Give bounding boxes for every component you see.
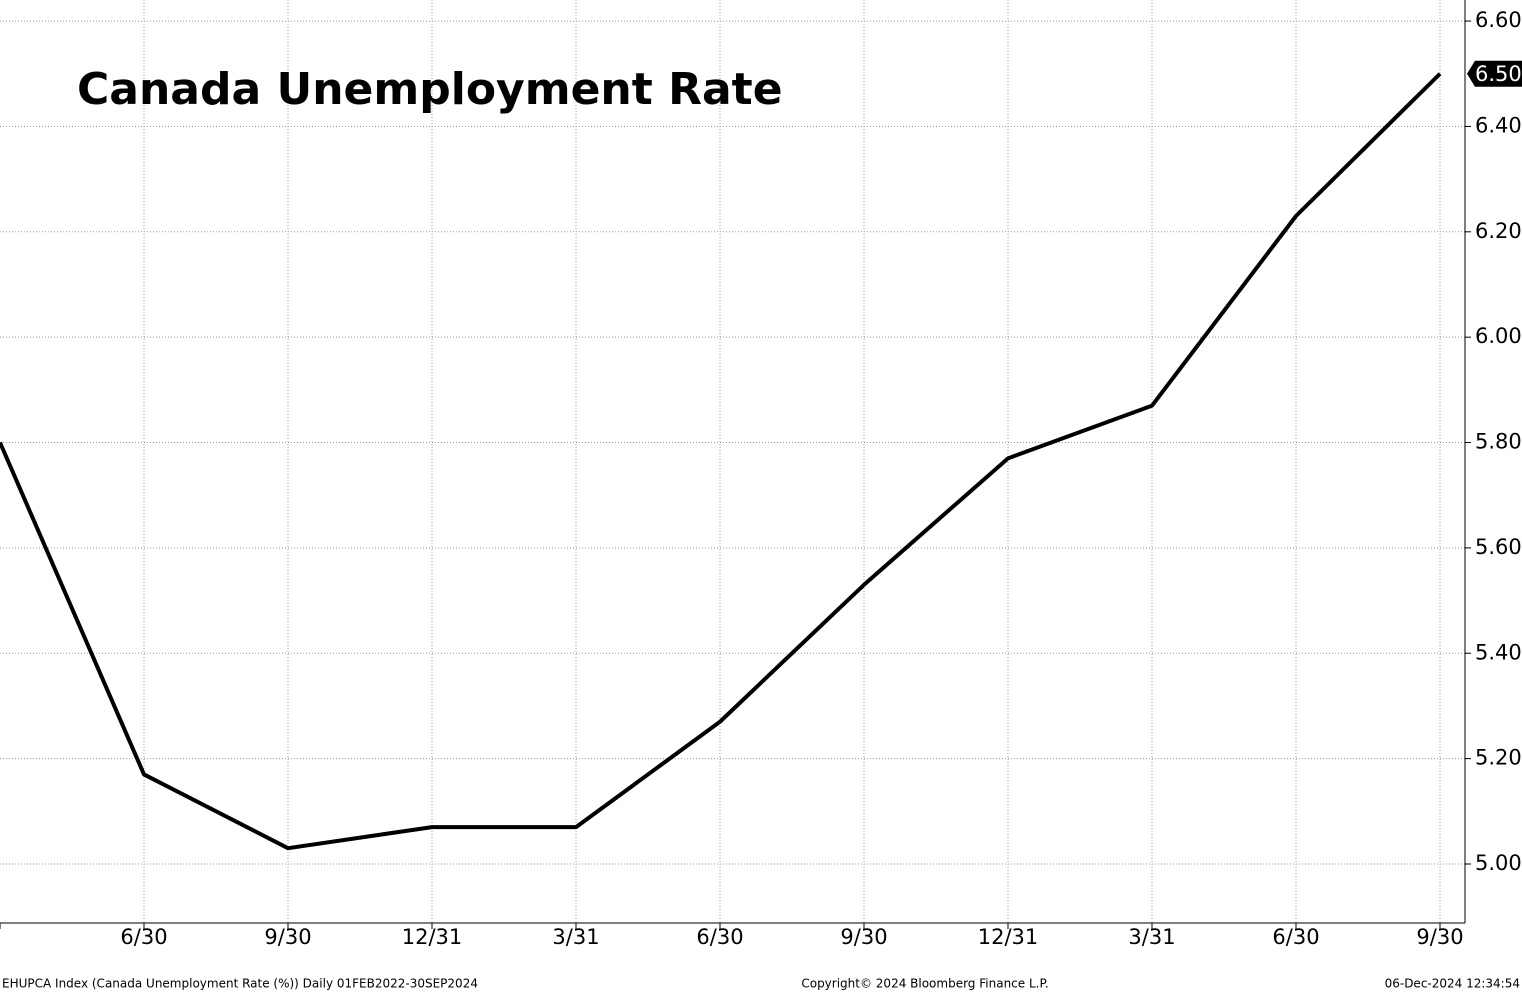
- x-tick-label: 12/31: [978, 925, 1039, 949]
- footer-left: EHUPCA Index (Canada Unemployment Rate (…: [2, 977, 478, 991]
- x-tick-label: 6/30: [696, 925, 743, 949]
- grid: [0, 0, 1465, 923]
- x-tick-label: 6/30: [1272, 925, 1319, 949]
- chart-title: Canada Unemployment Rate: [77, 64, 783, 115]
- x-tick-label: 6/30: [120, 925, 167, 949]
- x-tick-label: 12/31: [402, 925, 463, 949]
- footer-center: Copyright© 2024 Bloomberg Finance L.P.: [801, 977, 1048, 991]
- x-tick-label: 9/30: [1416, 925, 1463, 949]
- y-tick-label: 6.00: [1475, 324, 1522, 348]
- x-tick-label: 3/31: [552, 925, 599, 949]
- value-label-box: [1467, 60, 1522, 87]
- y-tick-label: 5.60: [1475, 535, 1522, 559]
- y-tick-label: 6.40: [1475, 113, 1522, 137]
- x-tick-label: 3/31: [1128, 925, 1175, 949]
- y-tick-label: 5.00: [1475, 851, 1522, 875]
- y-tick-label: 5.40: [1475, 640, 1522, 664]
- series-line: [0, 72, 1442, 851]
- footer-right: 06-Dec-2024 12:34:54: [1385, 977, 1520, 991]
- y-tick-label: 6.20: [1475, 219, 1522, 243]
- y-tick-label: 6.60: [1475, 8, 1522, 32]
- x-tick-label: 9/30: [264, 925, 311, 949]
- y-tick-label: 5.80: [1475, 430, 1522, 454]
- x-tick-label: 9/30: [840, 925, 887, 949]
- y-tick-label: 5.20: [1475, 746, 1522, 770]
- value-label: 6.50: [1475, 62, 1522, 86]
